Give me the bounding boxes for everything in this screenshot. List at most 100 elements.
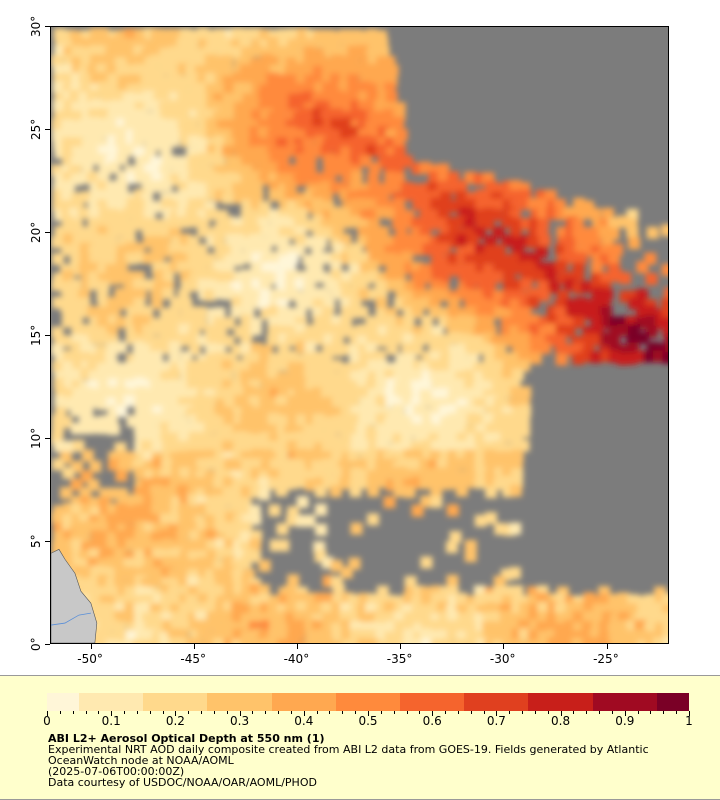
aod-cell — [176, 529, 189, 542]
aod-cell — [512, 244, 525, 257]
aod-cell — [123, 28, 136, 41]
aod-cell — [349, 478, 362, 491]
aod-cell — [464, 449, 477, 462]
aod-cell — [448, 380, 461, 393]
aod-cell — [394, 620, 407, 633]
aod-cell — [485, 486, 498, 499]
aod-cell — [53, 172, 66, 185]
aod-cell — [224, 538, 237, 551]
aod-cell — [141, 192, 154, 205]
colorbar-minor-tick — [650, 711, 652, 714]
aod-cell — [223, 128, 236, 141]
aod-cell — [410, 226, 423, 239]
aod-cell — [268, 434, 281, 447]
aod-cell — [260, 236, 273, 249]
aod-cell — [96, 362, 109, 375]
aod-cell — [483, 631, 496, 643]
aod-cell — [446, 458, 459, 471]
aod-cell — [438, 431, 451, 444]
aod-cell — [222, 75, 235, 88]
aod-cell — [242, 592, 255, 605]
aod-cell — [159, 107, 172, 120]
aod-cell — [162, 396, 175, 409]
aod-cell — [644, 315, 657, 328]
aod-cell — [456, 440, 469, 453]
aod-cell — [267, 412, 280, 425]
aod-cell — [179, 380, 192, 393]
aod-cell — [598, 593, 611, 606]
aod-cell — [106, 208, 118, 221]
aod-cell — [99, 602, 112, 615]
aod-cell — [375, 368, 388, 381]
aod-cell — [312, 387, 325, 400]
aod-cell — [356, 423, 368, 436]
aod-cell — [411, 415, 424, 428]
aod-cell — [221, 360, 234, 372]
aod-cell — [607, 334, 620, 347]
aod-cell — [661, 307, 668, 320]
colorbar-segment — [159, 693, 176, 711]
aod-cell — [284, 262, 297, 275]
aod-cell — [251, 93, 264, 106]
aod-cell — [476, 604, 489, 617]
aod-cell — [278, 226, 291, 239]
aod-cell — [230, 39, 243, 52]
aod-cell — [322, 396, 335, 409]
aod-cell — [402, 210, 415, 223]
aod-cell — [78, 586, 90, 599]
aod-cell — [70, 503, 83, 516]
aod-cell — [135, 416, 148, 429]
aod-cell — [151, 173, 164, 186]
aod-cell — [340, 55, 353, 68]
aod-cell — [224, 395, 237, 408]
aod-cell — [484, 602, 497, 615]
aod-cell — [53, 111, 66, 124]
aod-cell — [464, 550, 477, 563]
aod-cell — [519, 386, 532, 399]
aod-cell — [455, 604, 468, 617]
aod-cell — [81, 29, 94, 42]
aod-cell — [296, 56, 308, 69]
aod-cell — [195, 640, 208, 643]
aod-cell — [447, 477, 460, 490]
aod-cell — [503, 278, 516, 291]
aod-cell — [268, 424, 281, 437]
aod-cell — [206, 442, 219, 455]
aod-map[interactable] — [50, 26, 669, 644]
aod-cell — [311, 640, 324, 643]
aod-cell — [258, 173, 271, 186]
aod-cell — [440, 592, 453, 605]
aod-cell — [368, 270, 381, 283]
aod-cell — [339, 477, 352, 490]
aod-cell — [385, 137, 397, 150]
aod-cell — [296, 297, 309, 310]
aod-cell — [501, 468, 514, 481]
aod-cell — [72, 137, 85, 150]
aod-cell — [412, 298, 425, 311]
aod-cell — [385, 74, 398, 87]
aod-cell — [240, 638, 253, 643]
aod-cell — [81, 161, 94, 174]
colorbar-minor-tick — [624, 711, 626, 716]
aod-cell — [331, 449, 344, 462]
aod-cell — [171, 119, 184, 132]
aod-cell — [357, 128, 370, 141]
aod-cell — [329, 73, 342, 86]
aod-cell — [115, 503, 128, 516]
aod-cell — [519, 235, 532, 248]
aod-cell — [404, 404, 417, 417]
aod-cell — [198, 38, 211, 51]
aod-cell — [98, 522, 111, 535]
aod-cell — [347, 81, 360, 94]
aod-cell — [260, 108, 273, 121]
aod-cell — [159, 82, 172, 95]
aod-cell — [601, 233, 614, 246]
aod-cell — [509, 180, 522, 193]
aod-cell — [53, 73, 66, 86]
aod-cell — [176, 155, 189, 168]
aod-cell — [464, 369, 477, 382]
aod-cell — [160, 137, 173, 150]
aod-cell — [187, 254, 200, 267]
aod-cell — [97, 326, 110, 339]
aod-cell — [662, 593, 668, 606]
